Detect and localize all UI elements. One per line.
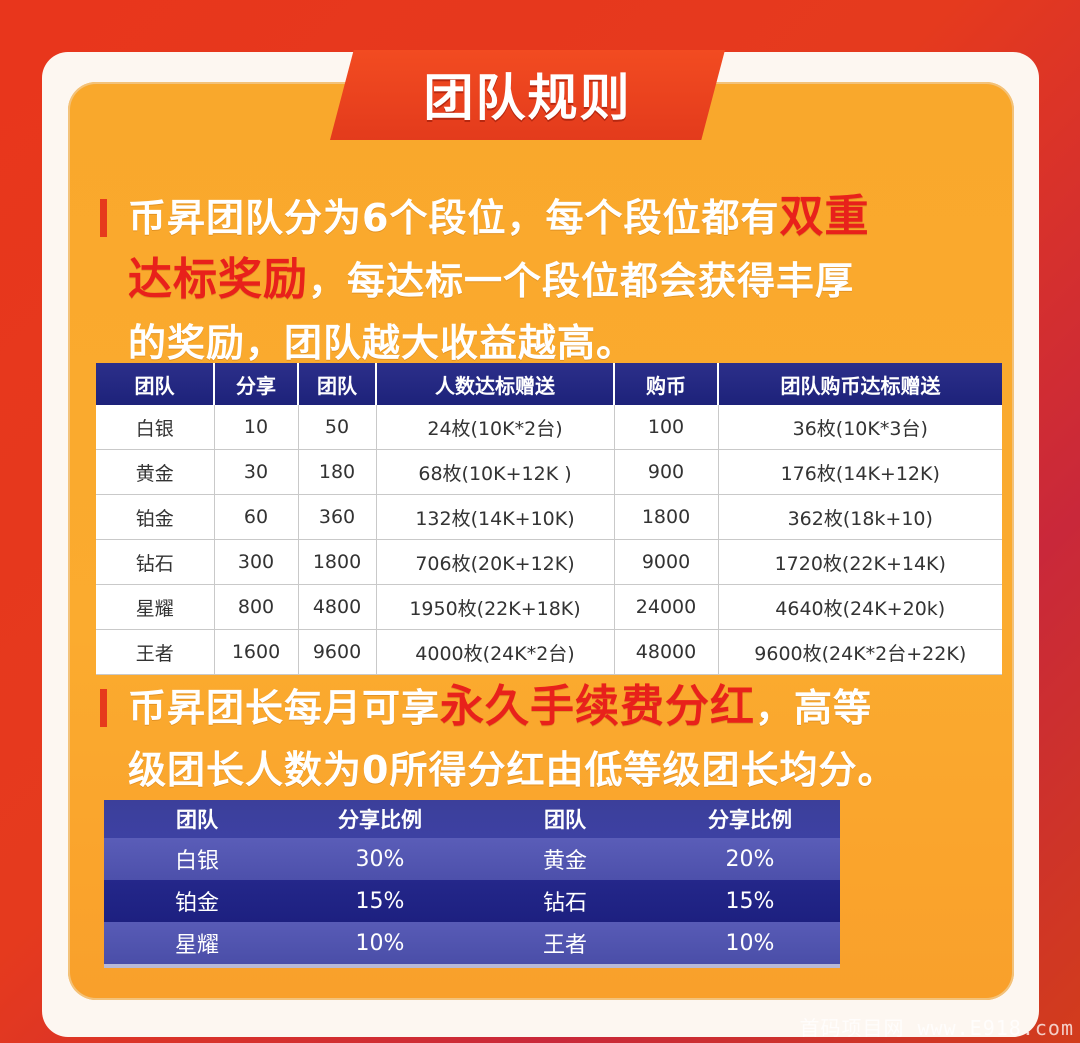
table-header-row: 团队 分享 团队 人数达标赠送 购币 团队购币达标赠送	[96, 363, 1002, 405]
section-marker-2	[100, 689, 107, 727]
table-cell: 1800	[298, 539, 377, 585]
text-span: 级团长人数为0所得分红由低等级团长均分。	[128, 748, 897, 792]
highlight-span: 永久手续费分红	[440, 681, 756, 732]
text-span: ，高等	[755, 686, 873, 730]
table-cell: 48000	[614, 629, 719, 675]
table-cell: 黄金	[470, 838, 660, 880]
table-cell: 360	[298, 494, 377, 540]
text-span: 的奖励，团队越大收益越高。	[128, 321, 636, 365]
rank-reward-table: 团队 分享 团队 人数达标赠送 购币 团队购币达标赠送 白银 10 50 24枚…	[96, 363, 1002, 675]
intro-line-3: 的奖励，团队越大收益越高。	[128, 312, 869, 374]
intro-paragraph: 币昇团队分为6个段位，每个段位都有双重 达标奖励，每达标一个段位都会获得丰厚 的…	[128, 186, 869, 374]
table-cell: 706枚(20K+12K)	[376, 539, 615, 585]
header-cell: 团队	[96, 363, 215, 405]
table-cell: 铂金	[96, 494, 215, 540]
table-cell: 15%	[290, 880, 470, 922]
header-cell: 团队	[104, 800, 290, 838]
text-span: 币昇团队分为6个段位，每个段位都有	[128, 196, 780, 240]
highlight-span: 双重	[779, 191, 870, 242]
table-cell: 钻石	[470, 880, 660, 922]
table-cell: 68枚(10K+12K )	[376, 449, 615, 495]
intro-line-2: 达标奖励，每达标一个段位都会获得丰厚	[128, 249, 869, 312]
table-row: 白银 30% 黄金 20%	[104, 838, 840, 880]
text-span: 币昇团长每月可享	[128, 686, 441, 730]
header-cell: 分享比例	[660, 800, 840, 838]
table-row: 星耀 800 4800 1950枚(22K+18K) 24000 4640枚(2…	[96, 584, 1002, 630]
table-cell: 10%	[290, 922, 470, 968]
dividend-line-1: 币昇团长每月可享永久手续费分红，高等	[128, 676, 896, 739]
watermark: 首码项目网 www.E918.com	[799, 1016, 1074, 1040]
table-cell: 星耀	[96, 584, 215, 630]
table-cell: 9600	[298, 629, 377, 675]
table-cell: 132枚(14K+10K)	[376, 494, 615, 540]
table-cell: 钻石	[96, 539, 215, 585]
table-row: 星耀 10% 王者 10%	[104, 922, 840, 968]
table-row: 铂金 60 360 132枚(14K+10K) 1800 362枚(18k+10…	[96, 494, 1002, 540]
title-tab	[330, 50, 725, 140]
header-cell: 团队购币达标赠送	[718, 363, 1002, 405]
page-title: 团队规则	[423, 69, 632, 127]
table-cell: 王者	[470, 922, 660, 968]
header-cell: 购币	[614, 363, 719, 405]
table-cell: 1720枚(22K+14K)	[718, 539, 1002, 585]
share-ratio-table: 团队 分享比例 团队 分享比例 白银 30% 黄金 20% 铂金 15% 钻石 …	[104, 800, 840, 968]
intro-line-1: 币昇团队分为6个段位，每个段位都有双重	[128, 186, 869, 249]
table-cell: 50	[298, 405, 377, 450]
dividend-line-2: 级团长人数为0所得分红由低等级团长均分。	[128, 739, 896, 801]
table-cell: 1600	[214, 629, 299, 675]
table-cell: 800	[214, 584, 299, 630]
section-marker-1	[100, 199, 107, 237]
header-cell: 人数达标赠送	[376, 363, 615, 405]
table-header-row: 团队 分享比例 团队 分享比例	[104, 800, 840, 838]
table-cell: 900	[614, 449, 719, 495]
table-cell: 362枚(18k+10)	[718, 494, 1002, 540]
table-cell: 20%	[660, 838, 840, 880]
table-cell: 铂金	[104, 880, 290, 922]
text-span: ，每达标一个段位都会获得丰厚	[308, 259, 855, 303]
header-cell: 团队	[470, 800, 660, 838]
table-cell: 9000	[614, 539, 719, 585]
table-cell: 10%	[660, 922, 840, 968]
table-cell: 176枚(14K+12K)	[718, 449, 1002, 495]
table-cell: 4800	[298, 584, 377, 630]
table-cell: 15%	[660, 880, 840, 922]
table-cell: 4640枚(24K+20k)	[718, 584, 1002, 630]
header-cell: 分享	[214, 363, 299, 405]
table-cell: 30	[214, 449, 299, 495]
table-cell: 9600枚(24K*2台+22K)	[718, 629, 1002, 675]
table-cell: 60	[214, 494, 299, 540]
highlight-span: 达标奖励	[128, 254, 308, 305]
table-cell: 白银	[104, 838, 290, 880]
table-cell: 白银	[96, 405, 215, 450]
table-cell: 星耀	[104, 922, 290, 968]
header-cell: 分享比例	[290, 800, 470, 838]
table-row: 钻石 300 1800 706枚(20K+12K) 9000 1720枚(22K…	[96, 539, 1002, 585]
table-row: 白银 10 50 24枚(10K*2台) 100 36枚(10K*3台)	[96, 405, 1002, 450]
table-row: 王者 1600 9600 4000枚(24K*2台) 48000 9600枚(2…	[96, 629, 1002, 675]
dividend-paragraph: 币昇团长每月可享永久手续费分红，高等 级团长人数为0所得分红由低等级团长均分。	[128, 676, 896, 801]
table-cell: 黄金	[96, 449, 215, 495]
table-cell: 24000	[614, 584, 719, 630]
table-cell: 10	[214, 405, 299, 450]
table-cell: 180	[298, 449, 377, 495]
header-cell: 团队	[298, 363, 377, 405]
table-cell: 王者	[96, 629, 215, 675]
table-cell: 24枚(10K*2台)	[376, 405, 615, 450]
table-row: 黄金 30 180 68枚(10K+12K ) 900 176枚(14K+12K…	[96, 449, 1002, 495]
table-cell: 30%	[290, 838, 470, 880]
table-cell: 1950枚(22K+18K)	[376, 584, 615, 630]
table-cell: 4000枚(24K*2台)	[376, 629, 615, 675]
table-cell: 300	[214, 539, 299, 585]
table-cell: 36枚(10K*3台)	[718, 405, 1002, 450]
table-row: 铂金 15% 钻石 15%	[104, 880, 840, 922]
table-cell: 1800	[614, 494, 719, 540]
table-cell: 100	[614, 405, 719, 450]
